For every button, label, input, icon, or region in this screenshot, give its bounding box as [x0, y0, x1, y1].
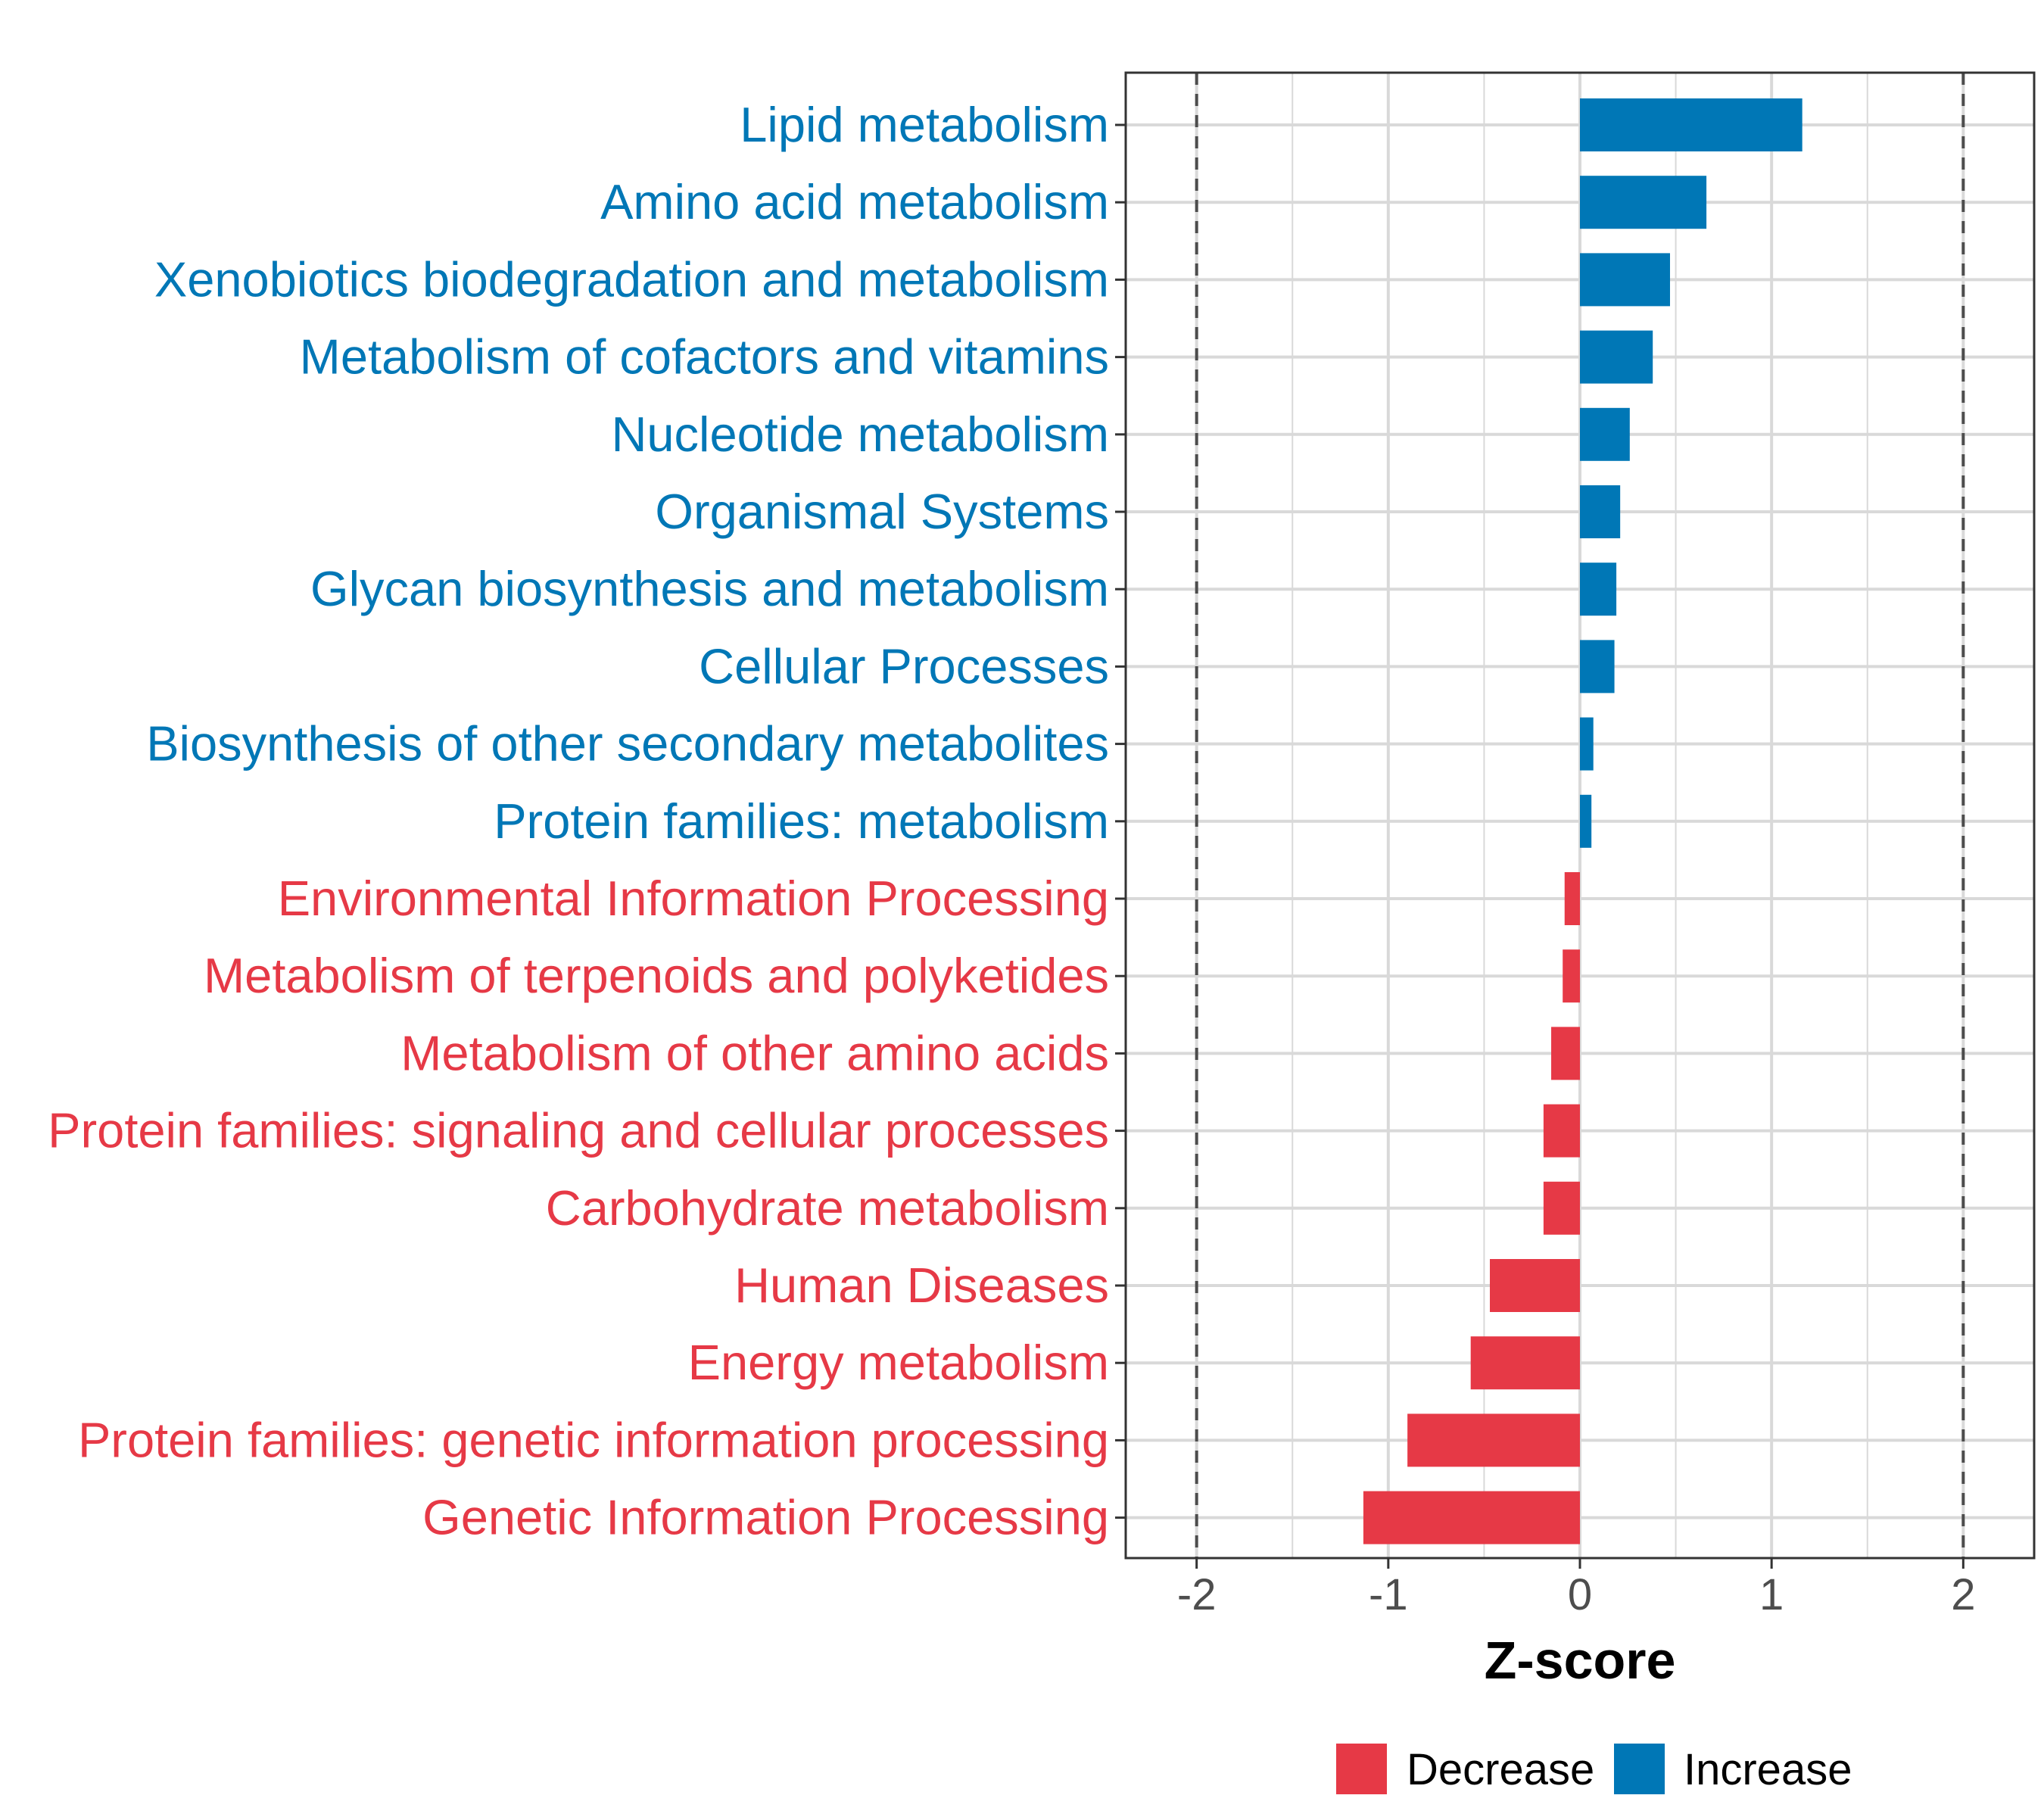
- category-label: Cellular Processes: [699, 638, 1109, 693]
- category-label: Genetic Information Processing: [422, 1490, 1109, 1545]
- bar-metabolism-of-cofactors-and-vitamins: [1580, 330, 1653, 384]
- legend-label-increase: Increase: [1684, 1745, 1852, 1794]
- x-tick-label: 2: [1951, 1570, 1975, 1619]
- category-label: Nucleotide metabolism: [611, 407, 1109, 462]
- category-label: Xenobiotics biodegradation and metabolis…: [154, 251, 1109, 307]
- legend-label-decrease: Decrease: [1407, 1745, 1594, 1794]
- bar-metabolism-of-terpenoids-and-polyketides: [1563, 949, 1580, 1003]
- x-axis-title: Z-score: [1485, 1631, 1676, 1690]
- category-label: Metabolism of terpenoids and polyketides: [204, 948, 1109, 1003]
- legend: Decrease Increase: [1336, 1744, 1852, 1794]
- category-label: Organismal Systems: [655, 484, 1109, 539]
- x-tick-label: 0: [1568, 1570, 1592, 1619]
- bar-protein-families-signaling-and-cellular-processes: [1543, 1104, 1580, 1158]
- bar-energy-metabolism: [1470, 1336, 1580, 1390]
- bar-cellular-processes: [1580, 640, 1615, 693]
- bar-carbohydrate-metabolism: [1543, 1181, 1580, 1235]
- legend-swatch-increase: [1614, 1744, 1665, 1794]
- category-label: Energy metabolism: [688, 1335, 1109, 1390]
- category-label: Metabolism of cofactors and vitamins: [300, 329, 1109, 385]
- category-label: Glycan biosynthesis and metabolism: [310, 561, 1109, 616]
- bar-human-diseases: [1490, 1259, 1580, 1312]
- bar-amino-acid-metabolism: [1580, 176, 1707, 229]
- reference-lines: [1195, 73, 1965, 1558]
- x-tick-label: -2: [1177, 1570, 1217, 1619]
- legend-swatch-decrease: [1336, 1744, 1387, 1794]
- x-tick-label: 1: [1759, 1570, 1784, 1619]
- category-label: Metabolism of other amino acids: [400, 1025, 1109, 1080]
- bar-layer: [1363, 98, 1803, 1544]
- bar-xenobiotics-biodegradation-and-metabolism: [1580, 253, 1670, 307]
- category-label: Biosynthesis of other secondary metaboli…: [146, 716, 1109, 771]
- bar-metabolism-of-other-amino-acids: [1551, 1027, 1580, 1080]
- category-label: Protein families: metabolism: [494, 793, 1109, 849]
- bar-environmental-information-processing: [1564, 872, 1580, 925]
- category-label: Lipid metabolism: [740, 97, 1109, 152]
- x-tick-label: -1: [1369, 1570, 1408, 1619]
- bar-lipid-metabolism: [1580, 98, 1803, 151]
- bar-glycan-biosynthesis-and-metabolism: [1580, 563, 1617, 616]
- bar-genetic-information-processing: [1363, 1491, 1580, 1544]
- bar-biosynthesis-of-other-secondary-metabolites: [1580, 717, 1594, 771]
- bar-protein-families-genetic-information-processing: [1407, 1413, 1580, 1467]
- x-axis-ticks: -2 -1 0 1 2: [1177, 1558, 1975, 1619]
- bar-organismal-systems: [1580, 485, 1621, 538]
- category-labels: Lipid metabolism Amino acid metabolism Xen…: [48, 97, 1126, 1545]
- bar-nucleotide-metabolism: [1580, 407, 1630, 461]
- category-label: Environmental Information Processing: [278, 871, 1109, 926]
- bar-protein-families-metabolism: [1580, 794, 1592, 848]
- category-label: Protein families: signaling and cellular…: [48, 1103, 1109, 1158]
- category-label: Carbohydrate metabolism: [546, 1180, 1109, 1236]
- category-label: Human Diseases: [734, 1258, 1109, 1313]
- category-label: Protein families: genetic information pr…: [78, 1412, 1109, 1467]
- category-label: Amino acid metabolism: [600, 174, 1109, 229]
